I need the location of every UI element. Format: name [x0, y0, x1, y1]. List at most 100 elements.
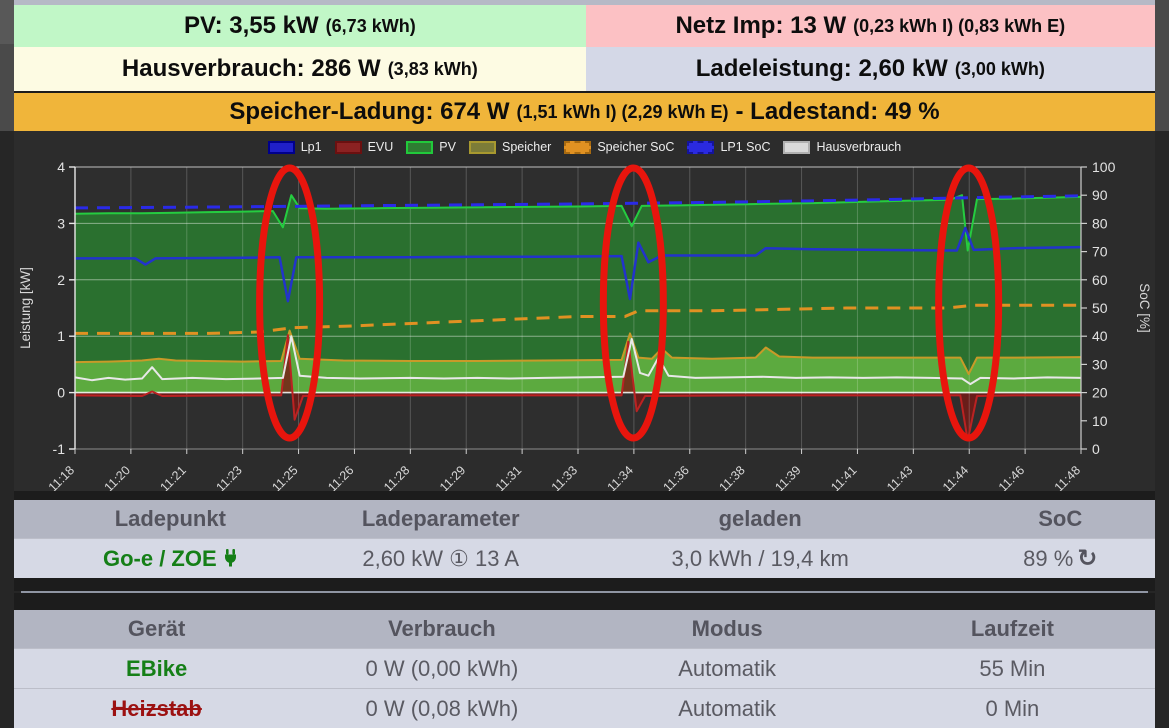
- battery-energy: (1,51 kWh I) (2,29 kWh E): [516, 101, 729, 122]
- soc-tick-label: 40: [1092, 328, 1108, 344]
- battery-soc-value: - Ladestand: 49 %: [735, 98, 940, 125]
- y-tick-label: 3: [57, 215, 65, 231]
- legend-item-evu: EVU: [334, 140, 394, 154]
- soc-tick-label: 80: [1092, 215, 1108, 231]
- section-gap: [14, 593, 1155, 610]
- x-tick-label: 11:28: [381, 463, 412, 491]
- battery-charge-value: Speicher-Ladung: 674 W: [229, 98, 510, 125]
- annotation-ellipse: [256, 164, 324, 442]
- legend-item-pv: PV: [406, 140, 456, 154]
- x-tick-label: 11:36: [661, 463, 692, 491]
- series-line-evu: [74, 334, 1081, 442]
- x-tick-label: 11:48: [1052, 463, 1083, 491]
- annotation-ellipse: [599, 164, 667, 442]
- grid-import-energy: (0,23 kWh I) (0,83 kWh E): [853, 15, 1066, 36]
- legend-item-speicher-soc: Speicher SoC: [564, 140, 674, 154]
- series-line-lp1-soc: [74, 194, 1082, 210]
- refresh-icon[interactable]: ↻: [1077, 544, 1098, 572]
- col-geraet: Gerät: [127, 616, 186, 641]
- legend-item-lp1: Lp1: [267, 140, 322, 154]
- x-tick-label: 11:21: [158, 463, 189, 491]
- device-consumption: 0 W (0,00 kWh): [365, 655, 519, 681]
- section-gap: [14, 491, 1155, 500]
- legend-swatch: [783, 140, 811, 154]
- legend-swatch: [334, 140, 362, 154]
- x-tick-label: 11:44: [940, 463, 971, 491]
- soc-tick-label: 60: [1092, 272, 1108, 288]
- legend-item-speicher: Speicher: [468, 140, 552, 154]
- col-verbrauch: Verbrauch: [388, 616, 496, 641]
- x-tick-label: 11:43: [884, 463, 915, 491]
- legend-item-lp1-soc: LP1 SoC: [687, 140, 770, 154]
- charge-power-energy: (3,00 kWh): [954, 58, 1045, 79]
- legend-label: Lp1: [300, 140, 322, 154]
- device-name[interactable]: Heizstab: [111, 695, 202, 721]
- device-table: Gerät Verbrauch Modus Laufzeit EBike 0 W…: [14, 610, 1155, 728]
- x-tick-label: 11:31: [493, 463, 524, 491]
- legend-label: Speicher SoC: [597, 140, 675, 154]
- col-laufzeit: Laufzeit: [970, 616, 1054, 641]
- legend-label: PV: [439, 140, 456, 154]
- soc-tick-label: 50: [1092, 300, 1108, 316]
- col-modus: Modus: [691, 616, 763, 641]
- soc-tick-label: 70: [1092, 244, 1108, 260]
- charge-power-value: Ladeleistung: 2,60 kW: [695, 55, 948, 82]
- x-tick-label: 11:38: [716, 463, 747, 491]
- device-mode: Automatik: [678, 695, 777, 721]
- x-tick-label: 11:34: [605, 463, 636, 491]
- battery-banner: Speicher-Ladung: 674 W (1,51 kWh I) (2,2…: [14, 93, 1155, 131]
- pv-energy: (6,73 kWh): [325, 15, 416, 36]
- x-tick-label: 11:20: [102, 463, 133, 491]
- soc-tick-label: 20: [1092, 385, 1108, 401]
- x-tick-label: 11:33: [549, 463, 580, 491]
- chargepoint-parameters: 2,60 kW ① 13 A: [327, 546, 555, 572]
- y-tick-label: -1: [53, 441, 66, 457]
- banner-row-3: Speicher-Ladung: 674 W (1,51 kWh I) (2,2…: [14, 93, 1155, 131]
- legend-label: Speicher: [501, 140, 552, 154]
- x-tick-label: 11:39: [772, 463, 803, 491]
- plug-icon: [224, 548, 236, 566]
- legend-label: Hausverbrauch: [816, 140, 902, 154]
- col-soc: SoC: [1038, 506, 1083, 531]
- series-line-lp1: [75, 226, 1082, 303]
- house-consumption-value: Hausverbrauch: 286 W: [121, 55, 381, 82]
- pv-value: PV: 3,55 kW: [183, 12, 319, 39]
- y-tick-label: 1: [57, 328, 65, 344]
- x-tick-label: 11:25: [269, 463, 300, 491]
- chargepoint-name-label: Go-e / ZOE: [102, 545, 217, 571]
- chargepoint-table-header: Ladepunkt Ladeparameter geladen SoC: [14, 500, 1155, 538]
- chargepoint-name[interactable]: Go-e / ZOE: [14, 546, 327, 572]
- charge-power-banner: Ladeleistung: 2,60 kW (3,00 kWh): [585, 47, 1155, 91]
- col-ladepunkt: Ladepunkt: [114, 506, 226, 531]
- soc-tick-label: 90: [1092, 187, 1108, 203]
- y-tick-label: 0: [57, 385, 65, 401]
- device-row-heizstab: Heizstab 0 W (0,08 kWh) Automatik 0 Min: [14, 688, 1155, 728]
- legend-item-hausverbrauch: Hausverbrauch: [783, 140, 901, 154]
- device-name[interactable]: EBike: [126, 655, 188, 681]
- y-axis-title-right: SoC [%]: [1137, 283, 1152, 333]
- soc-tick-label: 100: [1092, 159, 1116, 175]
- grid-import-value: Netz Imp: 13 W: [675, 12, 847, 39]
- series-line-speicher-soc: [75, 303, 1081, 335]
- chart-legend: Lp1 EVU PV Speicher Speicher SoC LP1 SoC Hausv…: [14, 140, 1155, 154]
- section-divider: [21, 591, 1148, 593]
- banner-gap: [14, 91, 1155, 93]
- legend-swatch: [687, 140, 715, 154]
- power-chart: Lp1 EVU PV Speicher Speicher SoC LP1 SoC Hausv…: [14, 131, 1155, 491]
- legend-swatch: [406, 140, 434, 154]
- soc-tick-label: 10: [1092, 413, 1108, 429]
- x-tick-label: 11:23: [213, 463, 244, 491]
- x-tick-label: 11:41: [828, 463, 859, 491]
- top-left-corner-block: [0, 0, 14, 44]
- y-axis-title-left: Leistung [kW]: [18, 267, 33, 349]
- legend-label: EVU: [367, 140, 394, 154]
- house-consumption-banner: Hausverbrauch: 286 W (3,83 kWh): [14, 47, 586, 91]
- legend-swatch: [564, 140, 592, 154]
- legend-label: LP1 SoC: [720, 140, 771, 154]
- soc-value: 89 %: [1023, 545, 1074, 571]
- dashboard-content: PV: 3,55 kW (6,73 kWh) Netz Imp: 13 W (0…: [14, 0, 1155, 728]
- annotation-ellipse: [935, 164, 1003, 442]
- device-runtime: 55 Min: [979, 655, 1046, 681]
- col-ladeparameter: Ladeparameter: [361, 506, 520, 531]
